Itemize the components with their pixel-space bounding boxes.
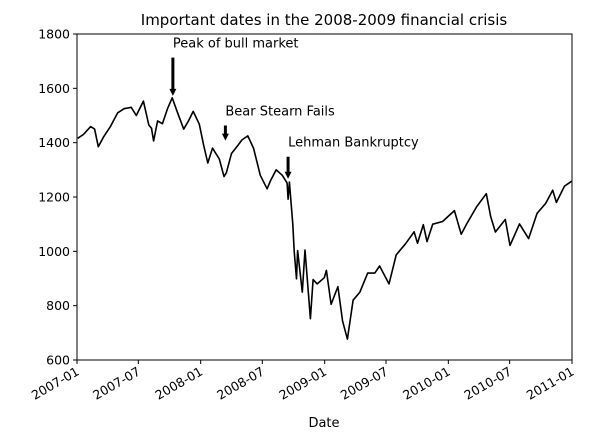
plot-frame [76, 33, 573, 361]
y-tick-label: 800 [46, 298, 70, 313]
x-tick-label: 2010-07 [461, 364, 514, 403]
x-tick-label: 2009-07 [338, 364, 391, 403]
x-axis-label: Date [308, 416, 339, 431]
annotation-arrow-head [169, 88, 177, 96]
y-tick-label: 1800 [38, 27, 70, 42]
annotation-label: Bear Stearn Fails [225, 105, 335, 120]
y-tick-label: 1200 [38, 190, 70, 205]
x-tick-label: 2009-01 [276, 364, 329, 403]
x-tick-label: 2007-01 [29, 364, 82, 403]
x-tick-label: 2010-01 [400, 364, 453, 403]
chart-title: Important dates in the 2008-2009 financi… [141, 11, 508, 29]
annotation-label: Peak of bull market [173, 37, 299, 52]
x-tick-label: 2008-01 [152, 364, 205, 403]
x-tick-label: 2008-07 [214, 364, 267, 403]
y-tick-label: 1000 [38, 244, 70, 259]
y-tick-label: 1400 [38, 135, 70, 150]
annotation-arrow-head [284, 171, 292, 179]
series-line [77, 97, 573, 340]
x-tick-label: 2011-01 [524, 364, 577, 403]
y-tick-label: 1600 [38, 81, 70, 96]
annotation-arrow-head [221, 133, 229, 141]
annotation-label: Lehman Bankruptcy [288, 136, 419, 151]
x-tick-label: 2007-07 [90, 364, 143, 403]
y-tick-label: 600 [46, 353, 70, 368]
